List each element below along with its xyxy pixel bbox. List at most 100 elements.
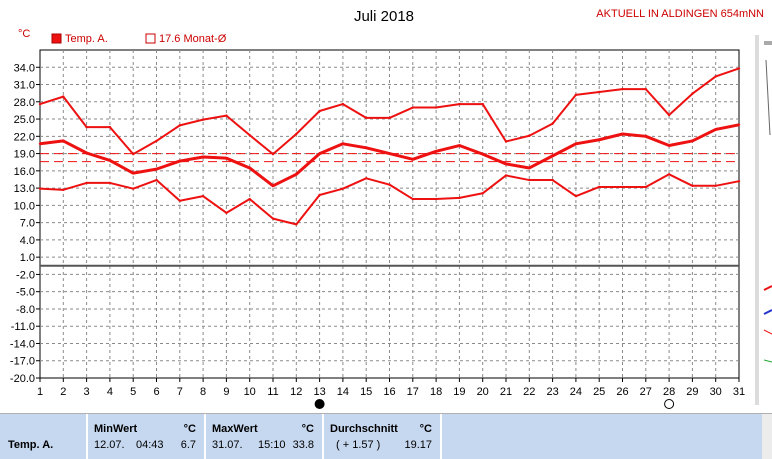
x-tick-label: 19: [453, 386, 465, 398]
data-point-mean: [388, 152, 391, 155]
data-point-max: [295, 132, 298, 136]
x-tick-label: 9: [223, 386, 229, 398]
data-point-max: [528, 134, 531, 137]
x-tick-label: 28: [663, 386, 675, 398]
y-tick-label: 7.0: [20, 218, 35, 230]
min-time: 04:43: [136, 439, 164, 451]
y-tick-label: 4.0: [20, 235, 35, 247]
full-moon-icon: [664, 399, 675, 409]
x-tick-label: 17: [407, 386, 419, 398]
data-point-max: [341, 102, 345, 106]
data-point-mean: [201, 155, 205, 159]
y-tick-label: -14.0: [10, 338, 35, 350]
y-tick-label: 28.0: [14, 97, 35, 109]
y-tick-label: 13.0: [14, 183, 35, 195]
data-point-min: [388, 183, 391, 186]
x-tick-label: 20: [477, 386, 489, 398]
x-tick-label: 6: [153, 386, 159, 398]
data-point-min: [108, 181, 112, 185]
data-point-max: [225, 114, 228, 117]
avg-value: 19.17: [404, 439, 432, 451]
data-point-mean: [411, 158, 414, 161]
data-point-max: [551, 122, 554, 125]
x-tick-label: 16: [383, 386, 395, 398]
x-tick-label: 2: [60, 386, 66, 398]
data-point-max: [621, 87, 624, 91]
data-point-mean: [341, 142, 345, 145]
data-point-mean: [38, 142, 42, 145]
stats-row-label: Temp. A.: [8, 439, 54, 451]
data-point-min: [621, 185, 624, 189]
y-tick-label: -8.0: [16, 304, 35, 316]
x-tick-label: 13: [313, 386, 325, 398]
data-point-max: [38, 102, 42, 106]
data-point-max: [178, 124, 181, 127]
data-point-mean: [528, 166, 531, 170]
data-point-min: [132, 187, 135, 190]
min-header: MinWert: [94, 423, 138, 435]
stats-max-cell: MaxWert °C 31.07. 15:10 33.8: [206, 414, 324, 459]
x-tick-label: 14: [337, 386, 349, 398]
data-point-mean: [132, 171, 135, 175]
x-tick-label: 8: [200, 386, 206, 398]
x-tick-label: 15: [360, 386, 372, 398]
data-point-max: [458, 102, 461, 106]
data-point-mean: [318, 152, 321, 155]
data-point-max: [132, 152, 135, 156]
x-tick-label: 11: [267, 386, 278, 398]
data-point-min: [574, 194, 578, 198]
y-tick-label: -17.0: [10, 356, 35, 368]
y-tick-label: 1.0: [20, 252, 35, 264]
x-tick-label: 5: [130, 386, 136, 398]
data-point-min: [341, 187, 345, 190]
data-point-mean: [644, 135, 647, 138]
min-unit: °C: [183, 423, 196, 435]
x-tick-label: 24: [570, 386, 582, 398]
data-point-min: [667, 173, 671, 176]
max-time: 15:10: [258, 439, 286, 451]
data-point-min: [85, 181, 88, 185]
data-point-min: [458, 196, 461, 200]
data-point-mean: [481, 152, 484, 156]
legend: Temp. A. 17.6 Monat-Ø: [51, 33, 227, 45]
data-point-min: [598, 185, 601, 189]
x-tick-label: 4: [107, 386, 113, 398]
data-point-max: [388, 116, 391, 120]
stats-min-cell: MinWert °C 12.07. 04:43 6.7: [88, 414, 206, 459]
data-point-min: [434, 197, 438, 201]
data-point-mean: [178, 159, 181, 163]
station-label: AKTUELL IN ALDINGEN 654mNN: [596, 8, 764, 20]
x-tick-label: 30: [710, 386, 722, 398]
x-tick-label: 1: [37, 386, 43, 398]
min-date: 12.07.: [94, 439, 125, 451]
temperature-chart: Juli 2018 AKTUELL IN ALDINGEN 654mNN °C …: [10, 8, 772, 409]
avg-delta: ( + 1.57 ): [336, 439, 381, 451]
x-tick-label: 3: [84, 386, 90, 398]
y-tick-label: 31.0: [14, 80, 35, 92]
data-point-min: [365, 177, 368, 180]
data-point-min: [714, 184, 717, 188]
data-point-mean: [621, 132, 624, 136]
stats-avg-cell: Durchschnitt °C ( + 1.57 ) 19.17: [324, 414, 442, 459]
avg-unit: °C: [419, 423, 432, 435]
data-point-min: [225, 211, 228, 215]
data-point-mean: [85, 151, 88, 155]
data-point-mean: [714, 128, 717, 131]
data-point-mean: [458, 144, 461, 147]
x-tick-label: 31: [733, 386, 745, 398]
data-point-max: [691, 92, 694, 95]
data-point-min: [155, 178, 158, 182]
statistics-panel: Temp. A. MinWert °C 12.07. 04:43 6.7 Max…: [0, 413, 772, 459]
data-point-mean: [737, 123, 741, 127]
legend-swatch-temp: [51, 33, 62, 44]
y-tick-label: 10.0: [14, 200, 35, 212]
data-point-max: [155, 139, 158, 143]
max-date: 31.07.: [212, 439, 243, 451]
x-tick-label: 23: [546, 386, 558, 398]
data-point-mean: [365, 146, 368, 150]
data-point-min: [178, 199, 181, 202]
data-point-min: [248, 197, 251, 201]
data-point-min: [691, 184, 694, 188]
y-unit-label: °C: [18, 28, 30, 40]
max-unit: °C: [301, 423, 314, 435]
